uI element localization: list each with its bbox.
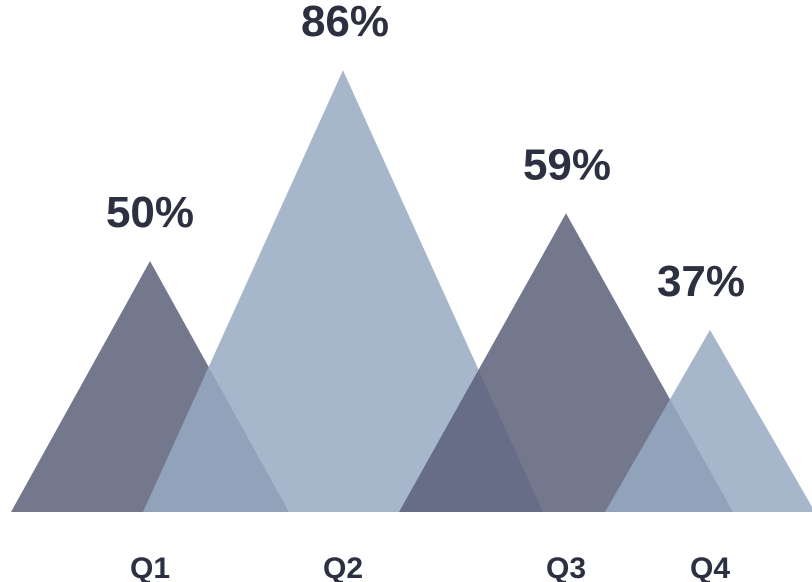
category-label-q2: Q2 (323, 552, 363, 582)
value-labels: 50% 86% 59% 37% (106, 0, 745, 306)
category-labels: Q1 Q2 Q3 Q4 (130, 552, 730, 582)
triangle-mark-q4 (605, 329, 812, 512)
value-label-q4: 37% (657, 257, 745, 306)
category-label-q4: Q4 (690, 552, 730, 582)
triangle-mark-q2 (143, 70, 543, 512)
value-label-q3: 59% (523, 140, 611, 189)
category-label-q1: Q1 (130, 552, 170, 582)
category-label-q3: Q3 (546, 552, 586, 582)
value-label-q2: 86% (301, 0, 389, 46)
value-label-q1: 50% (106, 188, 194, 237)
chart-marks (11, 70, 812, 513)
